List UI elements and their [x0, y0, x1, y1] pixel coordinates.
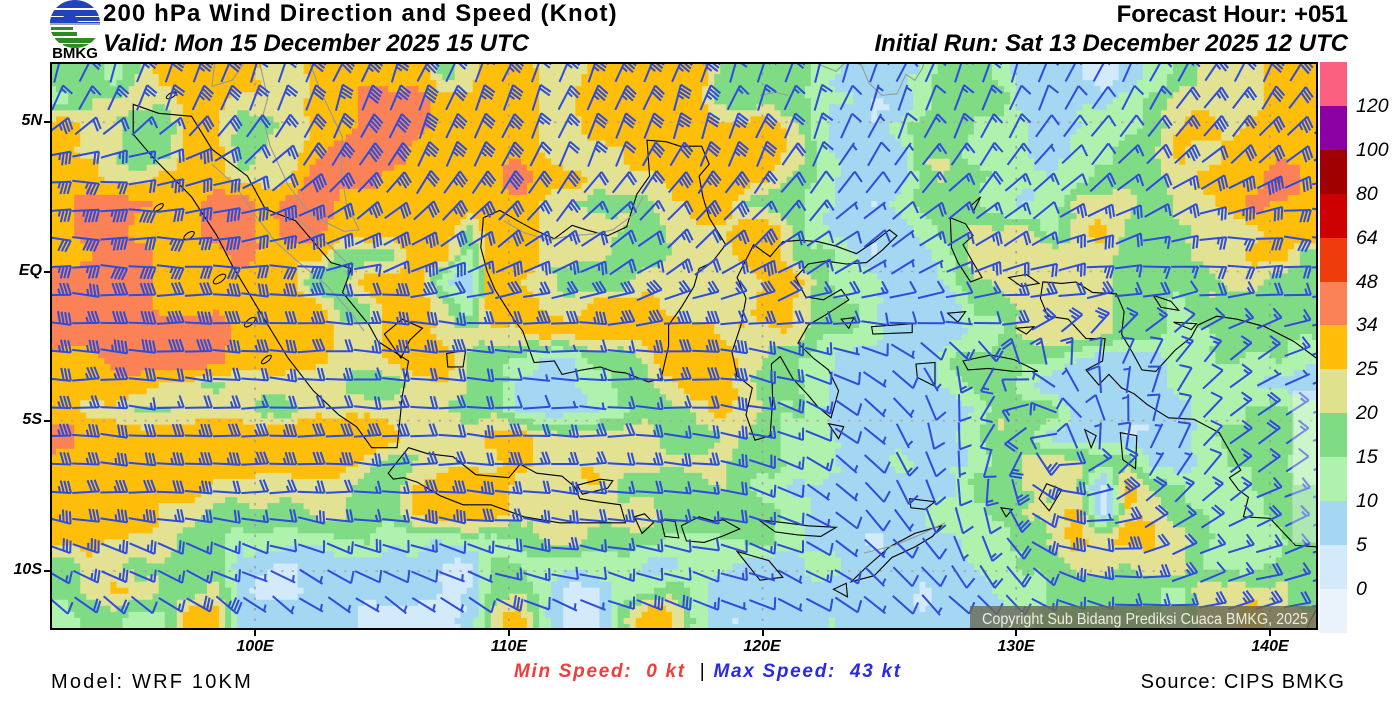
svg-text:Copyright Sub Bidang Prediksi: Copyright Sub Bidang Prediksi Cuaca BMKG…	[982, 611, 1308, 628]
